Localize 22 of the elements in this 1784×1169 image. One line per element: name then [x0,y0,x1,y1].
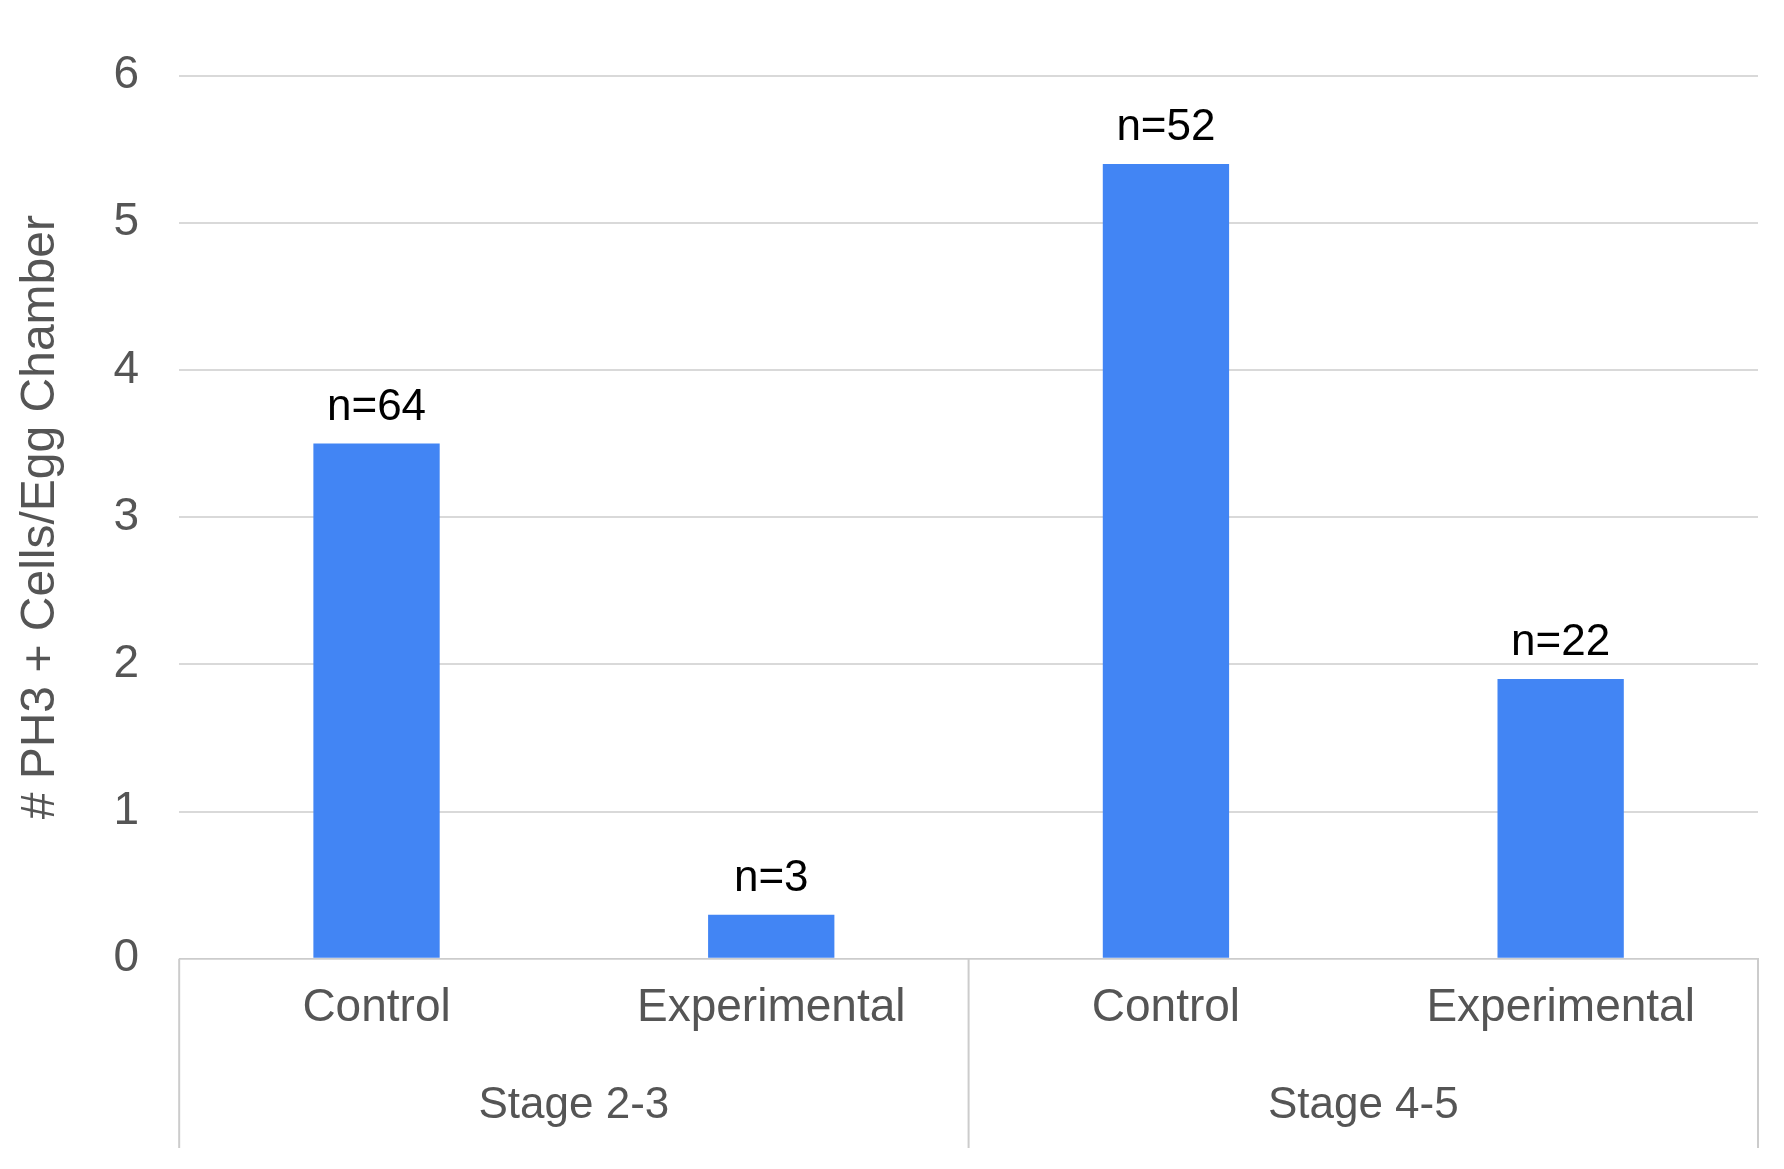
x-tick-label: Experimental [637,979,906,1032]
annotation: n=3 [733,850,809,900]
y-tick-label: 6 [113,46,140,99]
y-tick-label: 5 [113,193,140,246]
annotation: n=22 [1511,615,1611,665]
y-tick-label: 1 [113,782,140,835]
text: Stage 2-3 [478,1078,670,1128]
y-tick-label: 0 [113,929,140,982]
x-tick-label: Experimental [1426,979,1695,1032]
annotation: n=52 [1116,100,1216,150]
annotation: n=64 [326,379,427,429]
x-tick-label: Control [302,979,451,1032]
bar [313,443,440,958]
bar [708,914,835,958]
x-tick-label: Control [1091,979,1241,1032]
bar [1497,679,1624,958]
bar [1102,163,1230,958]
y-axis-title: # PH3 + Cells/Egg Chamber [11,215,65,820]
y-tick-label: 2 [113,635,140,688]
y-tick-label: 4 [113,340,140,393]
y-tick-label: 3 [113,487,140,540]
text: Stage 4-5 [1267,1078,1459,1128]
